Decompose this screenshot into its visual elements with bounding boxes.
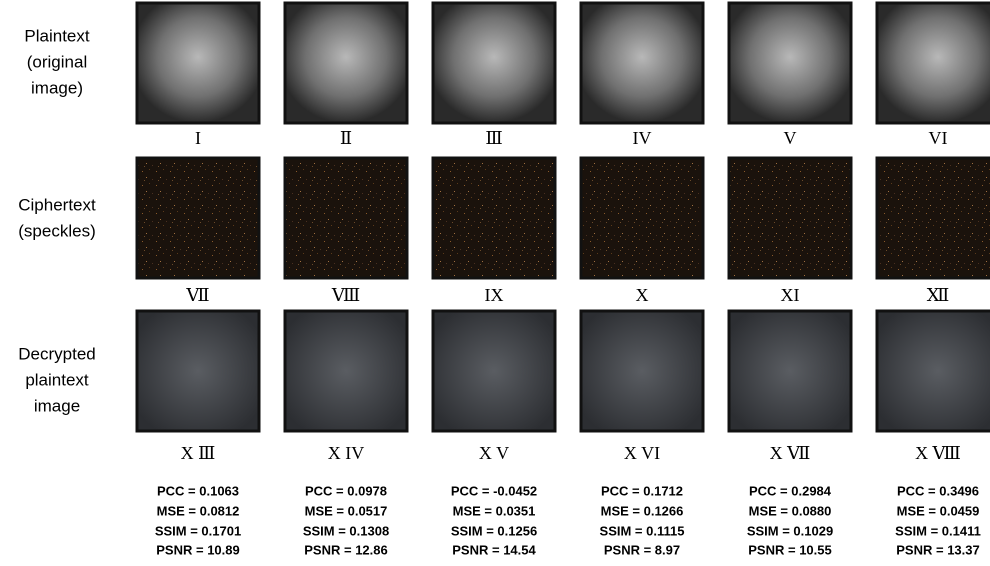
metric-text: MSE = 0.0812 <box>157 503 240 518</box>
decrypted-image <box>285 311 407 431</box>
metric-text: MSE = 0.1266 <box>601 503 684 518</box>
plaintext-image <box>433 3 555 123</box>
row-label: Decrypted <box>18 344 95 363</box>
tile-label: X Ⅷ <box>915 443 961 463</box>
metric-text: MSE = 0.0517 <box>305 503 388 518</box>
row-label: image <box>34 396 80 415</box>
plaintext-image <box>285 3 407 123</box>
tile-label: Ⅱ <box>340 128 352 148</box>
row-label: image) <box>31 78 83 97</box>
ciphertext-image <box>877 158 990 278</box>
decrypted-image <box>433 311 555 431</box>
page: {"row_labels": [ ["Plaintext", "(origina… <box>0 0 990 566</box>
tile-label: X VI <box>624 443 660 463</box>
ciphertext-image <box>433 158 555 278</box>
tile-label: I <box>195 128 201 148</box>
metric-text: PCC = 0.3496 <box>897 483 979 498</box>
metric-text: SSIM = 0.1115 <box>600 523 685 538</box>
tile-label: V <box>784 128 797 148</box>
metric-text: PSNR = 12.86 <box>304 542 387 557</box>
decrypted-image <box>729 311 851 431</box>
metric-text: SSIM = 0.1256 <box>451 523 537 538</box>
tile-label: X IV <box>328 443 365 463</box>
row-label: (original <box>27 52 87 71</box>
metric-text: PSNR = 13.37 <box>896 542 979 557</box>
tile-label: IV <box>633 128 652 148</box>
ciphertext-image <box>729 158 851 278</box>
plaintext-image <box>137 3 259 123</box>
metric-text: PSNR = 14.54 <box>452 542 536 557</box>
tile-label: X Ⅲ <box>181 443 216 463</box>
ciphertext-image <box>581 158 703 278</box>
tile-label: IX <box>485 285 504 305</box>
metric-text: PSNR = 8.97 <box>604 542 680 557</box>
row-label: (speckles) <box>18 221 95 240</box>
plaintext-image <box>729 3 851 123</box>
plaintext-image <box>877 3 990 123</box>
metric-text: MSE = 0.0880 <box>749 503 832 518</box>
metric-text: PCC = -0.0452 <box>451 483 537 498</box>
tile-label: Ⅷ <box>331 285 360 305</box>
figure: Plaintext (original image) Ciphertext (speck… <box>0 0 990 566</box>
metric-text: SSIM = 0.1701 <box>155 523 241 538</box>
tile-label: Ⅲ <box>485 128 502 148</box>
row-label: Ciphertext <box>18 195 96 214</box>
metric-text: PCC = 0.0978 <box>305 483 387 498</box>
metric-text: PSNR = 10.55 <box>748 542 831 557</box>
metric-text: PCC = 0.2984 <box>749 483 832 498</box>
tile-label: X <box>636 285 649 305</box>
metric-text: SSIM = 0.1308 <box>303 523 389 538</box>
tile-label: XI <box>781 285 800 305</box>
tile-label: Ⅶ <box>185 285 209 305</box>
tile-label: X Ⅶ <box>770 443 811 463</box>
metric-text: PSNR = 10.89 <box>156 542 239 557</box>
metric-text: PCC = 0.1712 <box>601 483 683 498</box>
tile-label: X V <box>479 443 509 463</box>
decrypted-image <box>137 311 259 431</box>
decrypted-image <box>877 311 990 431</box>
metric-text: SSIM = 0.1029 <box>747 523 833 538</box>
ciphertext-image <box>285 158 407 278</box>
decrypted-image <box>581 311 703 431</box>
metric-text: PCC = 0.1063 <box>157 483 239 498</box>
ciphertext-image <box>137 158 259 278</box>
row-label: Plaintext <box>24 26 89 45</box>
tile-label: Ⅻ <box>927 285 950 305</box>
metric-text: SSIM = 0.1411 <box>895 523 981 538</box>
metric-text: MSE = 0.0459 <box>897 503 980 518</box>
metric-text: MSE = 0.0351 <box>453 503 536 518</box>
tile-label: VI <box>929 128 948 148</box>
plaintext-image <box>581 3 703 123</box>
row-label: plaintext <box>25 370 89 389</box>
